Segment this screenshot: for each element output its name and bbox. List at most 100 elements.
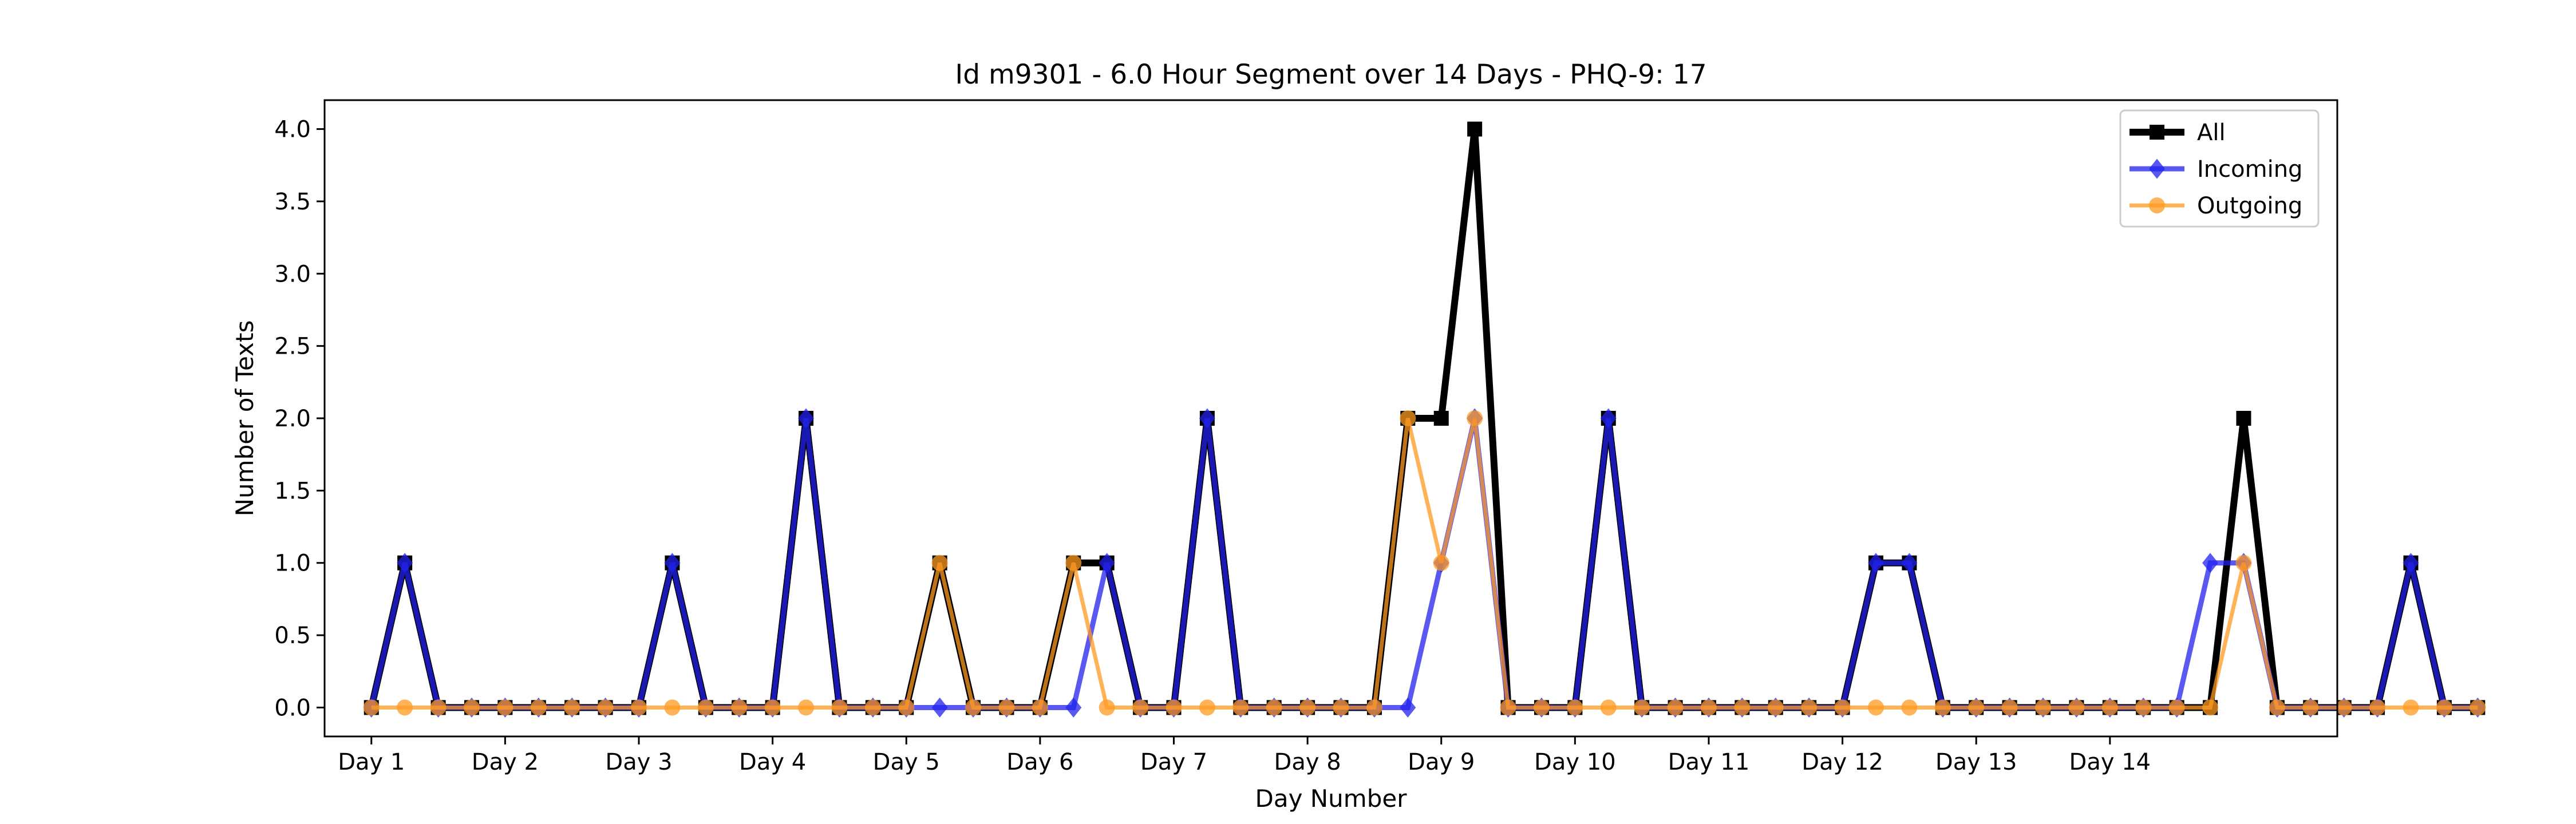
data-point (2135, 699, 2152, 716)
x-tick-label: Day 14 (2069, 749, 2151, 775)
data-point (1834, 699, 1851, 716)
data-point (1767, 699, 1784, 716)
x-tick-label: Day 11 (1668, 749, 1750, 775)
data-point (1165, 699, 1182, 716)
x-tick-label: Day 7 (1140, 749, 1207, 775)
data-point (1400, 697, 1416, 718)
data-point (1199, 408, 1215, 429)
data-point (1901, 699, 1918, 716)
data-point (1667, 699, 1684, 716)
data-point (1533, 699, 1550, 716)
data-point (1099, 699, 1115, 716)
y-tick-label: 3.0 (274, 261, 311, 287)
data-point (597, 699, 614, 716)
data-point (664, 699, 681, 716)
data-point (1132, 699, 1149, 716)
data-point (2235, 554, 2252, 571)
data-point (1868, 699, 1884, 716)
data-point (430, 699, 447, 716)
data-point (1734, 699, 1751, 716)
data-point (664, 553, 681, 573)
data-point (2168, 699, 2185, 716)
x-tick-label: Day 5 (873, 749, 940, 775)
data-point (1634, 699, 1650, 716)
data-point (2269, 699, 2285, 716)
series-line (369, 417, 2478, 710)
data-point (931, 697, 948, 718)
x-tick-label: Day 4 (739, 749, 806, 775)
data-point (1099, 553, 1115, 573)
x-tick-label: Day 9 (1408, 749, 1475, 775)
legend-label: Outgoing (2197, 193, 2302, 219)
data-point (764, 699, 781, 716)
y-tick-label: 2.0 (274, 406, 311, 432)
data-point (798, 699, 815, 716)
plot-frame (323, 99, 2338, 738)
data-point (463, 699, 480, 716)
series-outgoing (363, 410, 2486, 716)
data-point (397, 553, 413, 573)
data-point (1968, 699, 1985, 716)
chart-title: Id m9301 - 6.0 Hour Segment over 14 Days… (955, 59, 1706, 90)
data-point (530, 699, 547, 716)
legend-entry: Outgoing (2129, 193, 2302, 219)
data-point (497, 699, 513, 716)
data-point (1400, 410, 1416, 426)
data-point (798, 408, 815, 429)
data-point (1600, 699, 1617, 716)
data-point (1567, 699, 1583, 716)
y-tick-label: 0.5 (274, 623, 311, 649)
data-point (1700, 699, 1717, 716)
y-tick-label: 0.0 (274, 695, 311, 721)
x-tick-label: Day 6 (1006, 749, 1073, 775)
data-point (1433, 411, 1449, 426)
data-point (864, 699, 881, 716)
data-point (2236, 411, 2251, 426)
x-tick-label: Day 10 (1534, 749, 1616, 775)
data-point (1232, 699, 1249, 716)
legend-entry: All (2129, 120, 2226, 146)
data-point (1299, 699, 1316, 716)
data-point (2068, 699, 2085, 716)
data-point (1266, 699, 1282, 716)
y-tick-label: 4.0 (274, 117, 311, 143)
data-point (2302, 699, 2319, 716)
data-point (2403, 553, 2419, 573)
data-point (1433, 554, 1449, 571)
y-tick-label: 3.5 (274, 189, 311, 215)
data-point (631, 699, 647, 716)
data-point (2202, 699, 2219, 716)
data-point (1467, 410, 1483, 426)
data-point (1065, 697, 1082, 718)
legend: All Incoming Outgoing (2119, 109, 2320, 228)
data-point (2035, 699, 2052, 716)
data-point (931, 554, 948, 571)
series-line (371, 418, 2478, 710)
y-tick-label: 1.0 (274, 550, 311, 577)
data-point (898, 699, 915, 716)
y-tick-label: 2.5 (274, 334, 311, 360)
data-point (1366, 699, 1382, 716)
data-point (731, 699, 748, 716)
y-axis-ticks: 0.0 0.5 1.0 1.5 2.0 2.5 3.0 3.5 4.0 (274, 117, 325, 721)
data-point (2403, 699, 2419, 716)
series-incoming (363, 408, 2486, 718)
data-point (1934, 699, 1951, 716)
data-point (831, 699, 848, 716)
legend-entry: Incoming (2129, 156, 2302, 183)
x-axis-ticks: Day 1 Day 2 Day 3 Day 4 Day 5 Day 6 Day 7 Day 8… (338, 736, 2151, 775)
y-tick-label: 1.5 (274, 478, 311, 504)
legend-marker (2150, 125, 2164, 140)
data-point (1032, 699, 1048, 716)
legend-marker (2149, 197, 2165, 213)
x-tick-label: Day 2 (472, 749, 539, 775)
data-point (363, 699, 380, 716)
data-point (2436, 699, 2452, 716)
legend-box (2119, 109, 2320, 228)
legend-label: All (2197, 120, 2226, 146)
x-tick-label: Day 8 (1274, 749, 1341, 775)
data-point (1065, 554, 1082, 571)
data-point (2470, 699, 2486, 716)
data-point (1333, 699, 1349, 716)
